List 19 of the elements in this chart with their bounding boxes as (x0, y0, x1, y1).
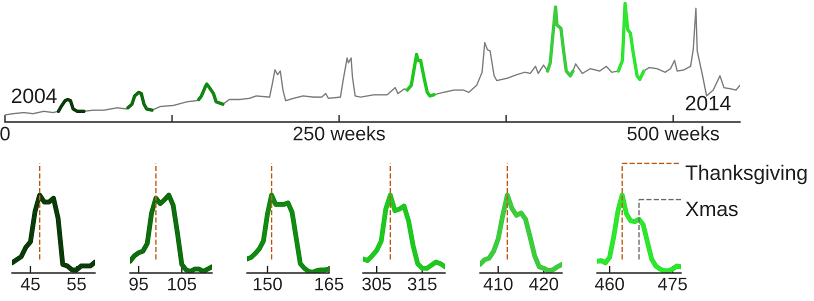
x-tick-label: 0 (0, 126, 10, 140)
x-tick-label: 55 (67, 278, 86, 290)
x-tick-label: 410 (484, 278, 513, 290)
x-tick-label: 95 (129, 278, 148, 290)
x-tick-label: 105 (168, 278, 196, 290)
x-tick-label: 420 (529, 278, 558, 290)
x-tick-label: 45 (20, 278, 40, 290)
x-tick-label: 305 (362, 278, 391, 290)
x-tick-label: 475 (658, 278, 687, 290)
x-tick-label: 250 weeks (294, 126, 385, 140)
ref-line-label: Thanksgiving (686, 164, 807, 184)
ref-line-label: Xmas (686, 202, 738, 216)
x-tick-label: 315 (408, 278, 437, 290)
x-tick-label: 165 (315, 278, 344, 290)
x-tick-label: 460 (594, 278, 624, 290)
annotation: 2004 (12, 88, 57, 104)
annotation: 2014 (686, 96, 731, 111)
x-tick-label: 150 (254, 278, 282, 290)
x-tick-label: 500 weeks (627, 126, 719, 140)
